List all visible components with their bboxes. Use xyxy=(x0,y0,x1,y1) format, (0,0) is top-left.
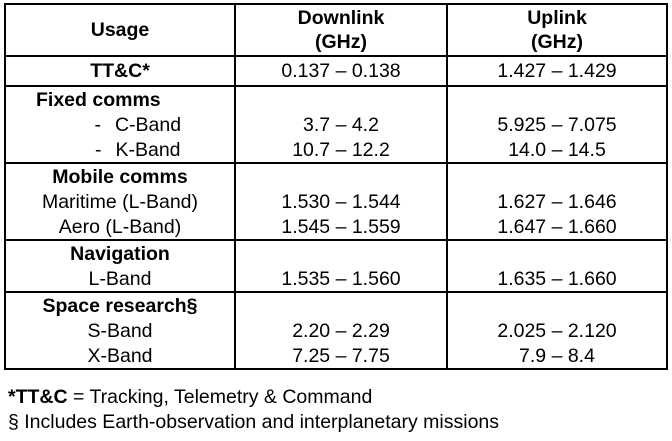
frequency-allocation-table: Usage Downlink (GHz) Uplink (GHz) TT&C* … xyxy=(4,3,668,370)
table-row: Maritime (L-Band) 1.530 – 1.544 1.627 – … xyxy=(4,189,668,214)
ttc-uplink: 1.427 – 1.429 xyxy=(446,55,668,87)
list-dash: - xyxy=(94,138,102,161)
navigation-row-label-l-band: L-Band xyxy=(4,266,236,293)
ttc-downlink: 0.137 – 0.138 xyxy=(234,55,448,87)
list-dash: - xyxy=(94,113,101,136)
space-research-title: Space research§ xyxy=(4,291,236,318)
header-uplink: Uplink (GHz) xyxy=(446,3,668,57)
header-row: Usage Downlink (GHz) Uplink (GHz) xyxy=(4,3,668,57)
table-row: X-Band 7.25 – 7.75 7.9 – 8.4 xyxy=(4,343,668,370)
space-row-label-s-band: S-Band xyxy=(4,318,236,343)
fixed-row-label-k-band: - K-Band xyxy=(4,137,236,164)
table-row: L-Band 1.535 – 1.560 1.635 – 1.660 xyxy=(4,266,668,293)
group-title-row-fixed: Fixed comms xyxy=(4,85,668,112)
table-row: - K-Band 10.7 – 12.2 14.0 – 14.5 xyxy=(4,137,668,164)
space-s-band-uplink: 2.025 – 2.120 xyxy=(446,318,668,343)
ttc-label: TT&C* xyxy=(4,55,236,87)
space-x-band-downlink: 7.25 – 7.75 xyxy=(234,343,448,370)
space-x-band-uplink: 7.9 – 8.4 xyxy=(446,343,668,370)
footnote-ttc-definition: = Tracking, Telemetry & Command xyxy=(67,386,373,408)
fixed-comms-title: Fixed comms xyxy=(4,85,236,112)
group-title-row-space: Space research§ xyxy=(4,291,668,318)
fixed-c-band-uplink: 5.925 – 7.075 xyxy=(446,112,668,137)
table-row: Aero (L-Band) 1.545 – 1.559 1.647 – 1.66… xyxy=(4,214,668,241)
fixed-k-band-downlink: 10.7 – 12.2 xyxy=(234,137,448,164)
header-usage-label: Usage xyxy=(90,19,150,41)
mobile-row-label-maritime: Maritime (L-Band) xyxy=(4,189,236,214)
header-downlink: Downlink (GHz) xyxy=(234,3,448,57)
table-row: S-Band 2.20 – 2.29 2.025 – 2.120 xyxy=(4,318,668,343)
mobile-comms-title: Mobile comms xyxy=(4,162,236,189)
space-row-label-x-band: X-Band xyxy=(4,343,236,370)
mobile-row-label-aero: Aero (L-Band) xyxy=(4,214,236,241)
header-uplink-label: Uplink xyxy=(527,7,587,29)
mobile-aero-uplink: 1.647 – 1.660 xyxy=(446,214,668,241)
navigation-l-band-downlink: 1.535 – 1.560 xyxy=(234,266,448,293)
mobile-maritime-uplink: 1.627 – 1.646 xyxy=(446,189,668,214)
space-s-band-downlink: 2.20 – 2.29 xyxy=(234,318,448,343)
header-downlink-unit: (GHz) xyxy=(315,31,367,53)
mobile-maritime-downlink: 1.530 – 1.544 xyxy=(234,189,448,214)
navigation-title: Navigation xyxy=(4,239,236,266)
table-row: - C-Band 3.7 – 4.2 5.925 – 7.075 xyxy=(4,112,668,137)
header-downlink-label: Downlink xyxy=(297,7,385,29)
group-title-row-mobile: Mobile comms xyxy=(4,162,668,189)
footnote-ttc: *TT&C = Tracking, Telemetry & Command xyxy=(8,385,499,410)
band-label: C-Band xyxy=(114,113,182,136)
header-usage: Usage xyxy=(4,3,236,57)
group-title-row-navigation: Navigation xyxy=(4,239,668,266)
navigation-l-band-uplink: 1.635 – 1.660 xyxy=(446,266,668,293)
footnote-ttc-term: *TT&C xyxy=(8,386,68,408)
fixed-k-band-uplink: 14.0 – 14.5 xyxy=(446,137,668,164)
footnote-section: § Includes Earth-observation and interpl… xyxy=(8,411,500,433)
mobile-aero-downlink: 1.545 – 1.559 xyxy=(234,214,448,241)
table-row-ttc: TT&C* 0.137 – 0.138 1.427 – 1.429 xyxy=(4,55,668,87)
footnotes: *TT&C = Tracking, Telemetry & Command § … xyxy=(8,385,499,435)
band-label: K-Band xyxy=(115,138,181,161)
fixed-row-label-c-band: - C-Band xyxy=(4,112,236,137)
header-uplink-unit: (GHz) xyxy=(531,31,583,53)
fixed-c-band-downlink: 3.7 – 4.2 xyxy=(234,112,448,137)
